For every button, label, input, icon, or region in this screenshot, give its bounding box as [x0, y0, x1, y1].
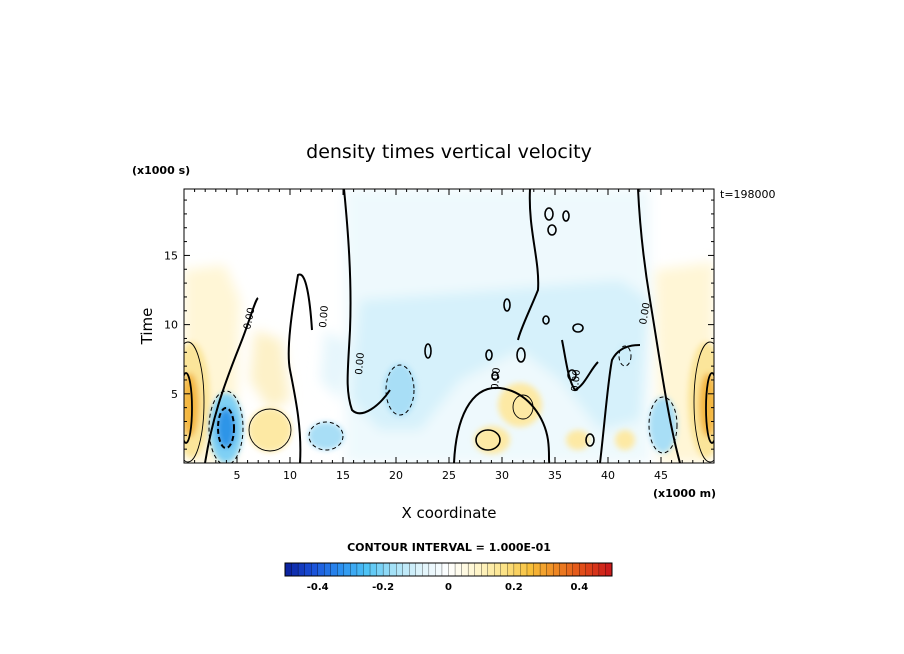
- colorbar-swatch: [448, 562, 456, 577]
- colorbar-swatch: [330, 562, 338, 577]
- colorbar-swatch: [343, 562, 351, 577]
- x-tick-label: 5: [234, 469, 241, 482]
- colorbar-swatch: [284, 562, 292, 577]
- colorbar-tick-label: -0.4: [307, 582, 329, 593]
- colorbar-swatch: [324, 562, 332, 577]
- colorbar-swatch: [461, 562, 469, 577]
- x-axis-label: X coordinate: [401, 504, 496, 522]
- colorbar-swatch: [382, 562, 391, 577]
- colorbar-swatch: [481, 562, 489, 577]
- colorbar-swatch: [415, 562, 423, 577]
- colorbar-swatch: [428, 562, 436, 577]
- y-units-label: (x1000 s): [132, 164, 190, 177]
- colorbar-swatch: [317, 562, 325, 577]
- colorbar-swatch: [579, 562, 587, 577]
- colorbar-swatch: [546, 562, 554, 577]
- colorbar-swatch: [474, 562, 482, 577]
- colorbar-swatch: [356, 562, 364, 577]
- colorbar-swatch: [592, 562, 600, 577]
- colorbar: -0.4 -0.2 0 0.2 0.4: [284, 562, 613, 593]
- colorbar-swatch: [389, 562, 397, 577]
- colorbar-swatch: [500, 562, 508, 577]
- time-stamp: t=198000: [720, 188, 776, 201]
- colorbar-swatch: [487, 562, 495, 577]
- y-tick-label: 15: [164, 249, 178, 262]
- colorbar-swatch: [454, 562, 463, 577]
- contour-label: 0.00: [242, 307, 257, 331]
- colorbar-swatch: [539, 562, 548, 577]
- chart-title: density times vertical velocity: [306, 141, 592, 163]
- colorbar-swatch: [363, 562, 371, 577]
- colorbar-tick-label: 0.2: [505, 582, 523, 593]
- y-axis-label: Time: [138, 308, 156, 346]
- colorbar-tick-label: 0: [445, 582, 452, 593]
- x-tick-label: 15: [336, 469, 350, 482]
- colorbar-swatch: [376, 562, 384, 577]
- colorbar-tick-label: -0.2: [372, 582, 394, 593]
- colorbar-swatch: [409, 562, 417, 577]
- y-tick-label: 5: [171, 388, 178, 401]
- colorbar-swatch: [422, 562, 430, 577]
- colorbar-swatch: [566, 562, 574, 577]
- colorbar-swatch: [494, 562, 502, 577]
- colorbar-swatch: [337, 562, 345, 577]
- colorbar-swatch: [311, 562, 319, 577]
- colorbar-swatch: [291, 562, 299, 577]
- field-plot-area: [184, 189, 714, 463]
- contour-label: 0.00: [570, 369, 583, 392]
- y-tick-label: 10: [164, 319, 178, 332]
- contour-label: 0.00: [318, 305, 331, 328]
- colorbar-swatch: [396, 562, 404, 577]
- x-tick-label: 45: [654, 469, 668, 482]
- contour-interval-label: CONTOUR INTERVAL = 1.000E-01: [347, 541, 551, 554]
- colorbar-swatch: [304, 562, 312, 577]
- colorbar-swatch: [350, 562, 358, 577]
- colorbar-swatch: [435, 562, 443, 577]
- contour-label: 0.00: [354, 352, 367, 375]
- colorbar-swatch: [402, 562, 410, 577]
- colorbar-swatch: [507, 562, 515, 577]
- colorbar-swatch: [572, 562, 580, 577]
- x-units-label: (x1000 m): [653, 487, 716, 500]
- x-tick-label: 35: [548, 469, 562, 482]
- colorbar-swatch: [526, 562, 534, 577]
- colorbar-swatch: [520, 562, 528, 577]
- x-tick-label: 40: [601, 469, 615, 482]
- colorbar-tick-label: 0.4: [570, 582, 588, 593]
- colorbar-swatch: [585, 562, 593, 577]
- colorbar-swatch: [513, 562, 521, 577]
- colorbar-swatch: [605, 562, 613, 577]
- x-tick-label: 30: [495, 469, 509, 482]
- colorbar-swatch: [467, 562, 476, 577]
- x-tick-label: 25: [442, 469, 456, 482]
- colorbar-swatch: [559, 562, 567, 577]
- colorbar-swatch: [598, 562, 606, 577]
- colorbar-swatch: [552, 562, 561, 577]
- colorbar-swatch: [297, 562, 306, 577]
- colorbar-swatch: [369, 562, 378, 577]
- colorbar-frame: [284, 562, 613, 577]
- x-tick-label: 10: [283, 469, 297, 482]
- colorbar-swatch: [533, 562, 541, 577]
- x-tick-label: 20: [389, 469, 403, 482]
- colorbar-swatch: [441, 562, 449, 577]
- contour-label: 0.00: [638, 302, 653, 326]
- contour-label: 0.00: [490, 367, 503, 390]
